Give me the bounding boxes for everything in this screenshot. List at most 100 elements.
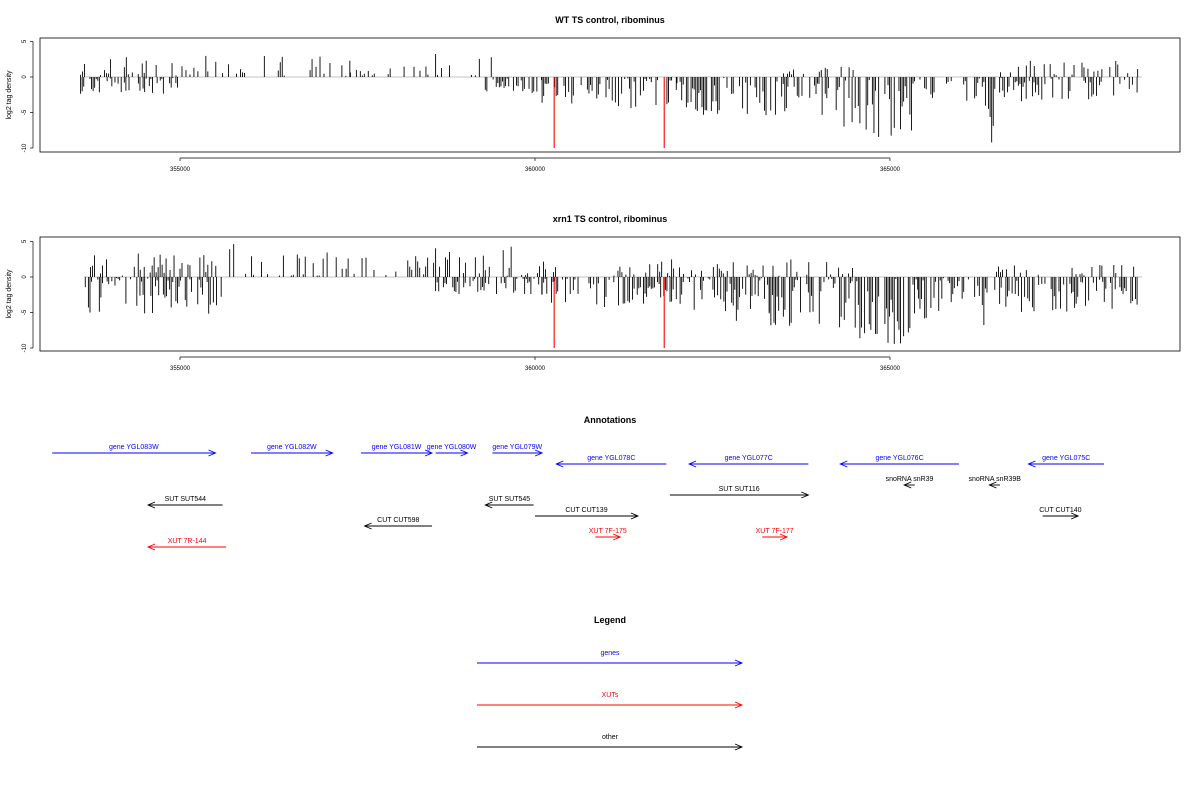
- feature-arrow: CUT CUT140: [1039, 507, 1082, 520]
- feature-arrow-head: [325, 449, 334, 457]
- legend-arrow-head: [734, 743, 744, 751]
- legend-arrow-head: [734, 701, 744, 709]
- legend-items: genes XUTs other: [477, 650, 744, 751]
- legend-title: Legend: [594, 615, 626, 625]
- legend-item: other: [477, 734, 744, 751]
- feature-arrow: CUT CUT139: [535, 507, 640, 520]
- x-tick-label: 360000: [525, 167, 546, 173]
- feature-arrow-head: [988, 481, 997, 489]
- y-tick-label: 5: [22, 39, 28, 43]
- feature-label: gene YGL082W: [267, 444, 317, 451]
- panel-xrn1: xrn1 TS control, ribominus log2 tag dens…: [6, 214, 1181, 372]
- x-tick-label: 355000: [170, 366, 191, 372]
- feature-label: CUT CUT140: [1039, 507, 1081, 514]
- x-tick-label: 365000: [880, 366, 901, 372]
- feature-arrow-head: [146, 501, 156, 509]
- annotations-panel: Annotations gene YGL083W gene YGL082W gene…: [52, 415, 1104, 551]
- feature-arrow: XUT 7F-177: [756, 528, 794, 541]
- x-tick-label: 360000: [525, 366, 546, 372]
- y-tick-label: 0: [22, 275, 28, 279]
- feature-arrow-head: [146, 543, 156, 551]
- feature-label: snoRNA snR39B: [968, 476, 1021, 483]
- feature-label: gene YGL075C: [1042, 455, 1090, 462]
- feature-label: gene YGL080W: [427, 444, 477, 451]
- panel-wt-y-axis: -10 -5 0 5: [22, 39, 34, 152]
- legend-item: genes: [477, 650, 744, 667]
- feature-arrow: gene YGL075C: [1027, 455, 1104, 468]
- panel-wt: WT TS control, ribominus log2 tag densit…: [6, 15, 1181, 173]
- feature-arrow: snoRNA snR39B: [968, 476, 1021, 489]
- y-tick-label: 0: [22, 75, 28, 79]
- y-tick-label: -5: [22, 309, 28, 315]
- feature-arrow: gene YGL080W: [427, 444, 477, 457]
- feature-label: gene YGL081W: [372, 444, 422, 451]
- panel-wt-bars: [80, 54, 1143, 148]
- legend-arrow-head: [734, 659, 744, 667]
- panel-xrn1-ylabel: log2 tag density: [6, 269, 13, 319]
- feature-arrow: SUT SUT544: [146, 496, 223, 509]
- feature-arrow-head: [534, 449, 544, 457]
- panel-xrn1-title: xrn1 TS control, ribominus: [553, 214, 668, 224]
- y-tick-label: -10: [22, 143, 28, 152]
- feature-arrow: XUT 7F-175: [589, 528, 627, 541]
- panel-xrn1-bars: [84, 244, 1143, 348]
- panel-wt-title: WT TS control, ribominus: [555, 15, 665, 25]
- panel-xrn1-y-axis: -10 -5 0 5: [22, 239, 34, 352]
- feature-label: SUT SUT544: [165, 496, 207, 503]
- feature-arrow-head: [1027, 460, 1036, 468]
- feature-label: XUT 7R-144: [168, 538, 207, 545]
- feature-label: gene YGL079W: [492, 444, 542, 451]
- panel-wt-frame: [39, 37, 1181, 153]
- feature-label: SUT SUT545: [489, 496, 531, 503]
- feature-label: CUT CUT598: [377, 517, 419, 524]
- feature-arrow: gene YGL079W: [492, 444, 544, 457]
- feature-arrow: gene YGL077C: [687, 455, 809, 468]
- feature-arrow: snoRNA snR39: [886, 476, 934, 489]
- feature-arrow-head: [555, 460, 564, 468]
- feature-arrow-head: [903, 481, 912, 489]
- feature-arrow-head: [208, 449, 217, 457]
- feature-arrow: gene YGL081W: [361, 444, 434, 457]
- feature-arrow: CUT CUT598: [363, 517, 433, 530]
- panel-wt-x-axis: 355000 360000 365000: [170, 157, 901, 173]
- y-tick-label: -10: [22, 343, 28, 352]
- feature-arrow-head: [363, 522, 372, 530]
- feature-arrow-head: [484, 501, 493, 509]
- annotations-title: Annotations: [584, 415, 637, 425]
- feature-arrow: gene YGL082W: [251, 444, 334, 457]
- feature-label: gene YGL076C: [876, 455, 924, 462]
- feature-arrow: gene YGL078C: [555, 455, 667, 468]
- feature-arrow: SUT SUT116: [669, 486, 810, 499]
- feature-label: gene YGL083W: [109, 444, 159, 451]
- feature-arrow: XUT 7R-144: [146, 538, 227, 551]
- feature-arrow: SUT SUT545: [484, 496, 534, 509]
- x-tick-label: 365000: [880, 167, 901, 173]
- feature-label: XUT 7F-175: [589, 528, 627, 535]
- y-tick-label: 5: [22, 239, 28, 243]
- feature-label: CUT CUT139: [565, 507, 607, 514]
- panel-wt-ylabel: log2 tag density: [6, 70, 13, 120]
- legend-label: genes: [600, 650, 620, 657]
- feature-arrow-head: [613, 533, 622, 541]
- feature-label: gene YGL077C: [725, 455, 773, 462]
- feature-label: gene YGL078C: [587, 455, 635, 462]
- legend-label: other: [602, 734, 619, 741]
- feature-label: SUT SUT116: [719, 486, 760, 493]
- feature-label: snoRNA snR39: [886, 476, 934, 483]
- feature-arrow-head: [687, 460, 697, 468]
- feature-label: XUT 7F-177: [756, 528, 794, 535]
- feature-arrow-head: [779, 533, 789, 541]
- panel-xrn1-frame: [39, 236, 1181, 352]
- legend-label: XUTs: [602, 692, 619, 699]
- panel-xrn1-x-axis: 355000 360000 365000: [170, 356, 901, 372]
- feature-arrow-head: [801, 491, 810, 499]
- x-tick-label: 355000: [170, 167, 191, 173]
- feature-arrow-head: [1070, 512, 1080, 520]
- feature-arrow-head: [460, 449, 469, 457]
- feature-arrow-head: [424, 449, 434, 457]
- feature-arrow: gene YGL083W: [52, 444, 217, 457]
- y-tick-label: -5: [22, 109, 28, 115]
- legend-item: XUTs: [477, 692, 744, 709]
